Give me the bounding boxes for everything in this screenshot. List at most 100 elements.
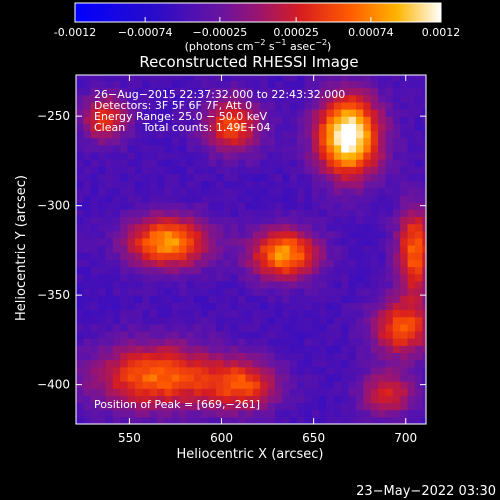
heatmap-cell	[134, 309, 143, 318]
heatmap-cell	[98, 137, 107, 146]
heatmap-cell	[127, 273, 136, 282]
heatmap-cell	[422, 388, 427, 396]
heatmap-cell	[289, 123, 298, 132]
heatmap-cell	[304, 330, 313, 339]
heatmap-cell	[216, 144, 224, 153]
heatmap-cell	[311, 280, 320, 289]
heatmap-cell	[186, 373, 195, 382]
heatmap-cell	[297, 75, 306, 81]
heatmap-cell	[230, 223, 239, 232]
heatmap-cell	[193, 173, 202, 182]
heatmap-cell	[274, 280, 283, 289]
heatmap-cell	[105, 345, 114, 354]
heatmap-cell	[230, 123, 239, 132]
heatmap-cell	[282, 388, 291, 396]
heatmap-cell	[142, 395, 151, 404]
heatmap-cell	[120, 388, 129, 396]
y-tick-label: −350	[37, 288, 70, 302]
heatmap-cell	[179, 80, 188, 89]
heatmap-cell	[193, 123, 202, 132]
heatmap-cell	[201, 101, 210, 110]
heatmap-cell	[400, 323, 409, 332]
heatmap-cell	[120, 202, 129, 210]
heatmap-cell	[326, 416, 335, 425]
heatmap-cell	[422, 87, 427, 96]
heatmap-cell	[83, 180, 92, 189]
heatmap-cell	[98, 144, 107, 153]
heatmap-cell	[260, 409, 269, 418]
heatmap-cell	[201, 295, 210, 303]
heatmap-cell	[230, 109, 239, 117]
heatmap-cell	[201, 345, 210, 354]
heatmap-cell	[260, 144, 269, 153]
heatmap-cell	[223, 101, 232, 110]
heatmap-cell	[230, 80, 239, 89]
heatmap-cell	[392, 87, 401, 96]
heatmap-cell	[274, 259, 283, 268]
heatmap-cell	[356, 295, 364, 303]
heatmap-cell	[127, 416, 136, 425]
heatmap-cell	[392, 137, 401, 146]
heatmap-cell	[260, 109, 269, 117]
heatmap-cell	[83, 130, 92, 139]
heatmap-cell	[319, 316, 328, 325]
heatmap-cell	[311, 180, 320, 189]
heatmap-cell	[201, 144, 210, 153]
heatmap-cell	[341, 366, 350, 375]
heatmap-cell	[193, 237, 202, 246]
heatmap-cell	[363, 416, 372, 425]
heatmap-cell	[378, 338, 387, 346]
heatmap-cell	[120, 338, 129, 346]
heatmap-cell	[400, 223, 409, 232]
heatmap-cell	[289, 359, 298, 368]
heatmap-cell	[267, 137, 276, 146]
heatmap-cell	[356, 130, 364, 139]
heatmap-cell	[289, 388, 298, 396]
heatmap-cell	[120, 402, 129, 411]
heatmap-cell	[282, 266, 291, 275]
heatmap-cell	[304, 373, 313, 382]
heatmap-cell	[216, 109, 224, 117]
heatmap-cell	[127, 359, 136, 368]
heatmap-cell	[333, 330, 342, 339]
heatmap-cell	[208, 373, 217, 382]
heatmap-cell	[179, 187, 188, 196]
heatmap-cell	[83, 330, 92, 339]
heatmap-cell	[76, 302, 84, 311]
heatmap-cell	[76, 366, 84, 375]
heatmap-cell	[201, 109, 210, 117]
heatmap-cell	[98, 87, 107, 96]
heatmap-cell	[98, 416, 107, 425]
heatmap-cell	[274, 151, 283, 160]
heatmap-cell	[193, 395, 202, 404]
heatmap-cell	[319, 137, 328, 146]
heatmap-cell	[208, 230, 217, 239]
heatmap-cell	[319, 80, 328, 89]
heatmap-cell	[179, 309, 188, 318]
heatmap-cell	[378, 173, 387, 182]
heatmap-cell	[134, 187, 143, 196]
heatmap-cell	[164, 295, 173, 303]
heatmap-cell	[267, 194, 276, 203]
heatmap-cell	[245, 416, 254, 425]
heatmap-cell	[223, 302, 232, 311]
heatmap-cell	[201, 366, 210, 375]
heatmap-cell	[297, 151, 306, 160]
heatmap-cell	[157, 416, 166, 425]
heatmap-cell	[363, 273, 372, 282]
heatmap-cell	[378, 202, 387, 210]
heatmap-cell	[245, 94, 254, 103]
heatmap-cell	[149, 416, 158, 425]
heatmap-cell	[201, 187, 210, 196]
heatmap-cell	[105, 280, 114, 289]
heatmap-cell	[304, 416, 313, 425]
heatmap-cell	[378, 151, 387, 160]
heatmap-cell	[326, 80, 335, 89]
heatmap-cell	[134, 173, 143, 182]
heatmap-cell	[230, 230, 239, 239]
heatmap-cell	[76, 116, 84, 124]
heatmap-cell	[186, 366, 195, 375]
heatmap-cell	[356, 409, 364, 418]
heatmap-cell	[267, 216, 276, 225]
heatmap-cell	[208, 366, 217, 375]
